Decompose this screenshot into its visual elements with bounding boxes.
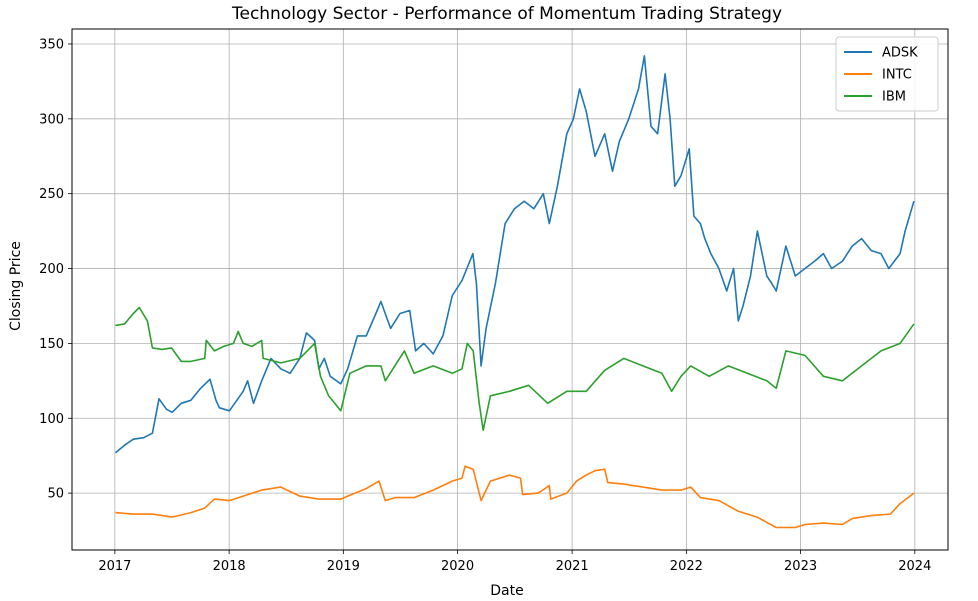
y-axis: 50 100 150 200 250 300 350 [39, 37, 72, 502]
legend-label-ibm: IBM [882, 90, 906, 105]
x-tick-label: 2020 [441, 559, 474, 574]
y-tick-label: 50 [47, 487, 64, 502]
y-tick-label: 350 [39, 37, 64, 52]
y-tick-label: 150 [39, 337, 64, 352]
legend: ADSK INTC IBM [835, 36, 939, 112]
x-tick-label: 2024 [898, 559, 931, 574]
x-tick-label: 2022 [670, 559, 703, 574]
x-axis-title: Date [490, 583, 523, 599]
series-line-ibm [115, 306, 915, 431]
y-axis-title: Closing Price [8, 241, 24, 331]
x-tick-label: 2018 [213, 559, 246, 574]
series-layer [114, 55, 915, 529]
grid-lines [72, 29, 948, 550]
chart-title: Technology Sector - Performance of Momen… [231, 4, 782, 24]
x-tick-label: 2019 [327, 559, 360, 574]
y-tick-label: 200 [39, 262, 64, 277]
legend-label-adsk: ADSK [882, 46, 918, 61]
y-tick-label: 100 [39, 412, 64, 427]
legend-label-intc: INTC [882, 68, 912, 83]
x-tick-label: 2023 [784, 559, 817, 574]
legend-box [835, 36, 939, 112]
y-tick-label: 250 [39, 187, 64, 202]
x-axis: 2017 2018 2019 2020 2021 2022 2023 2024 [98, 550, 931, 574]
x-tick-label: 2021 [556, 559, 589, 574]
x-tick-label: 2017 [98, 559, 131, 574]
plot-frame [71, 28, 949, 551]
series-line-intc [115, 465, 915, 529]
y-tick-label: 300 [39, 112, 64, 127]
series-line-adsk [114, 55, 915, 454]
